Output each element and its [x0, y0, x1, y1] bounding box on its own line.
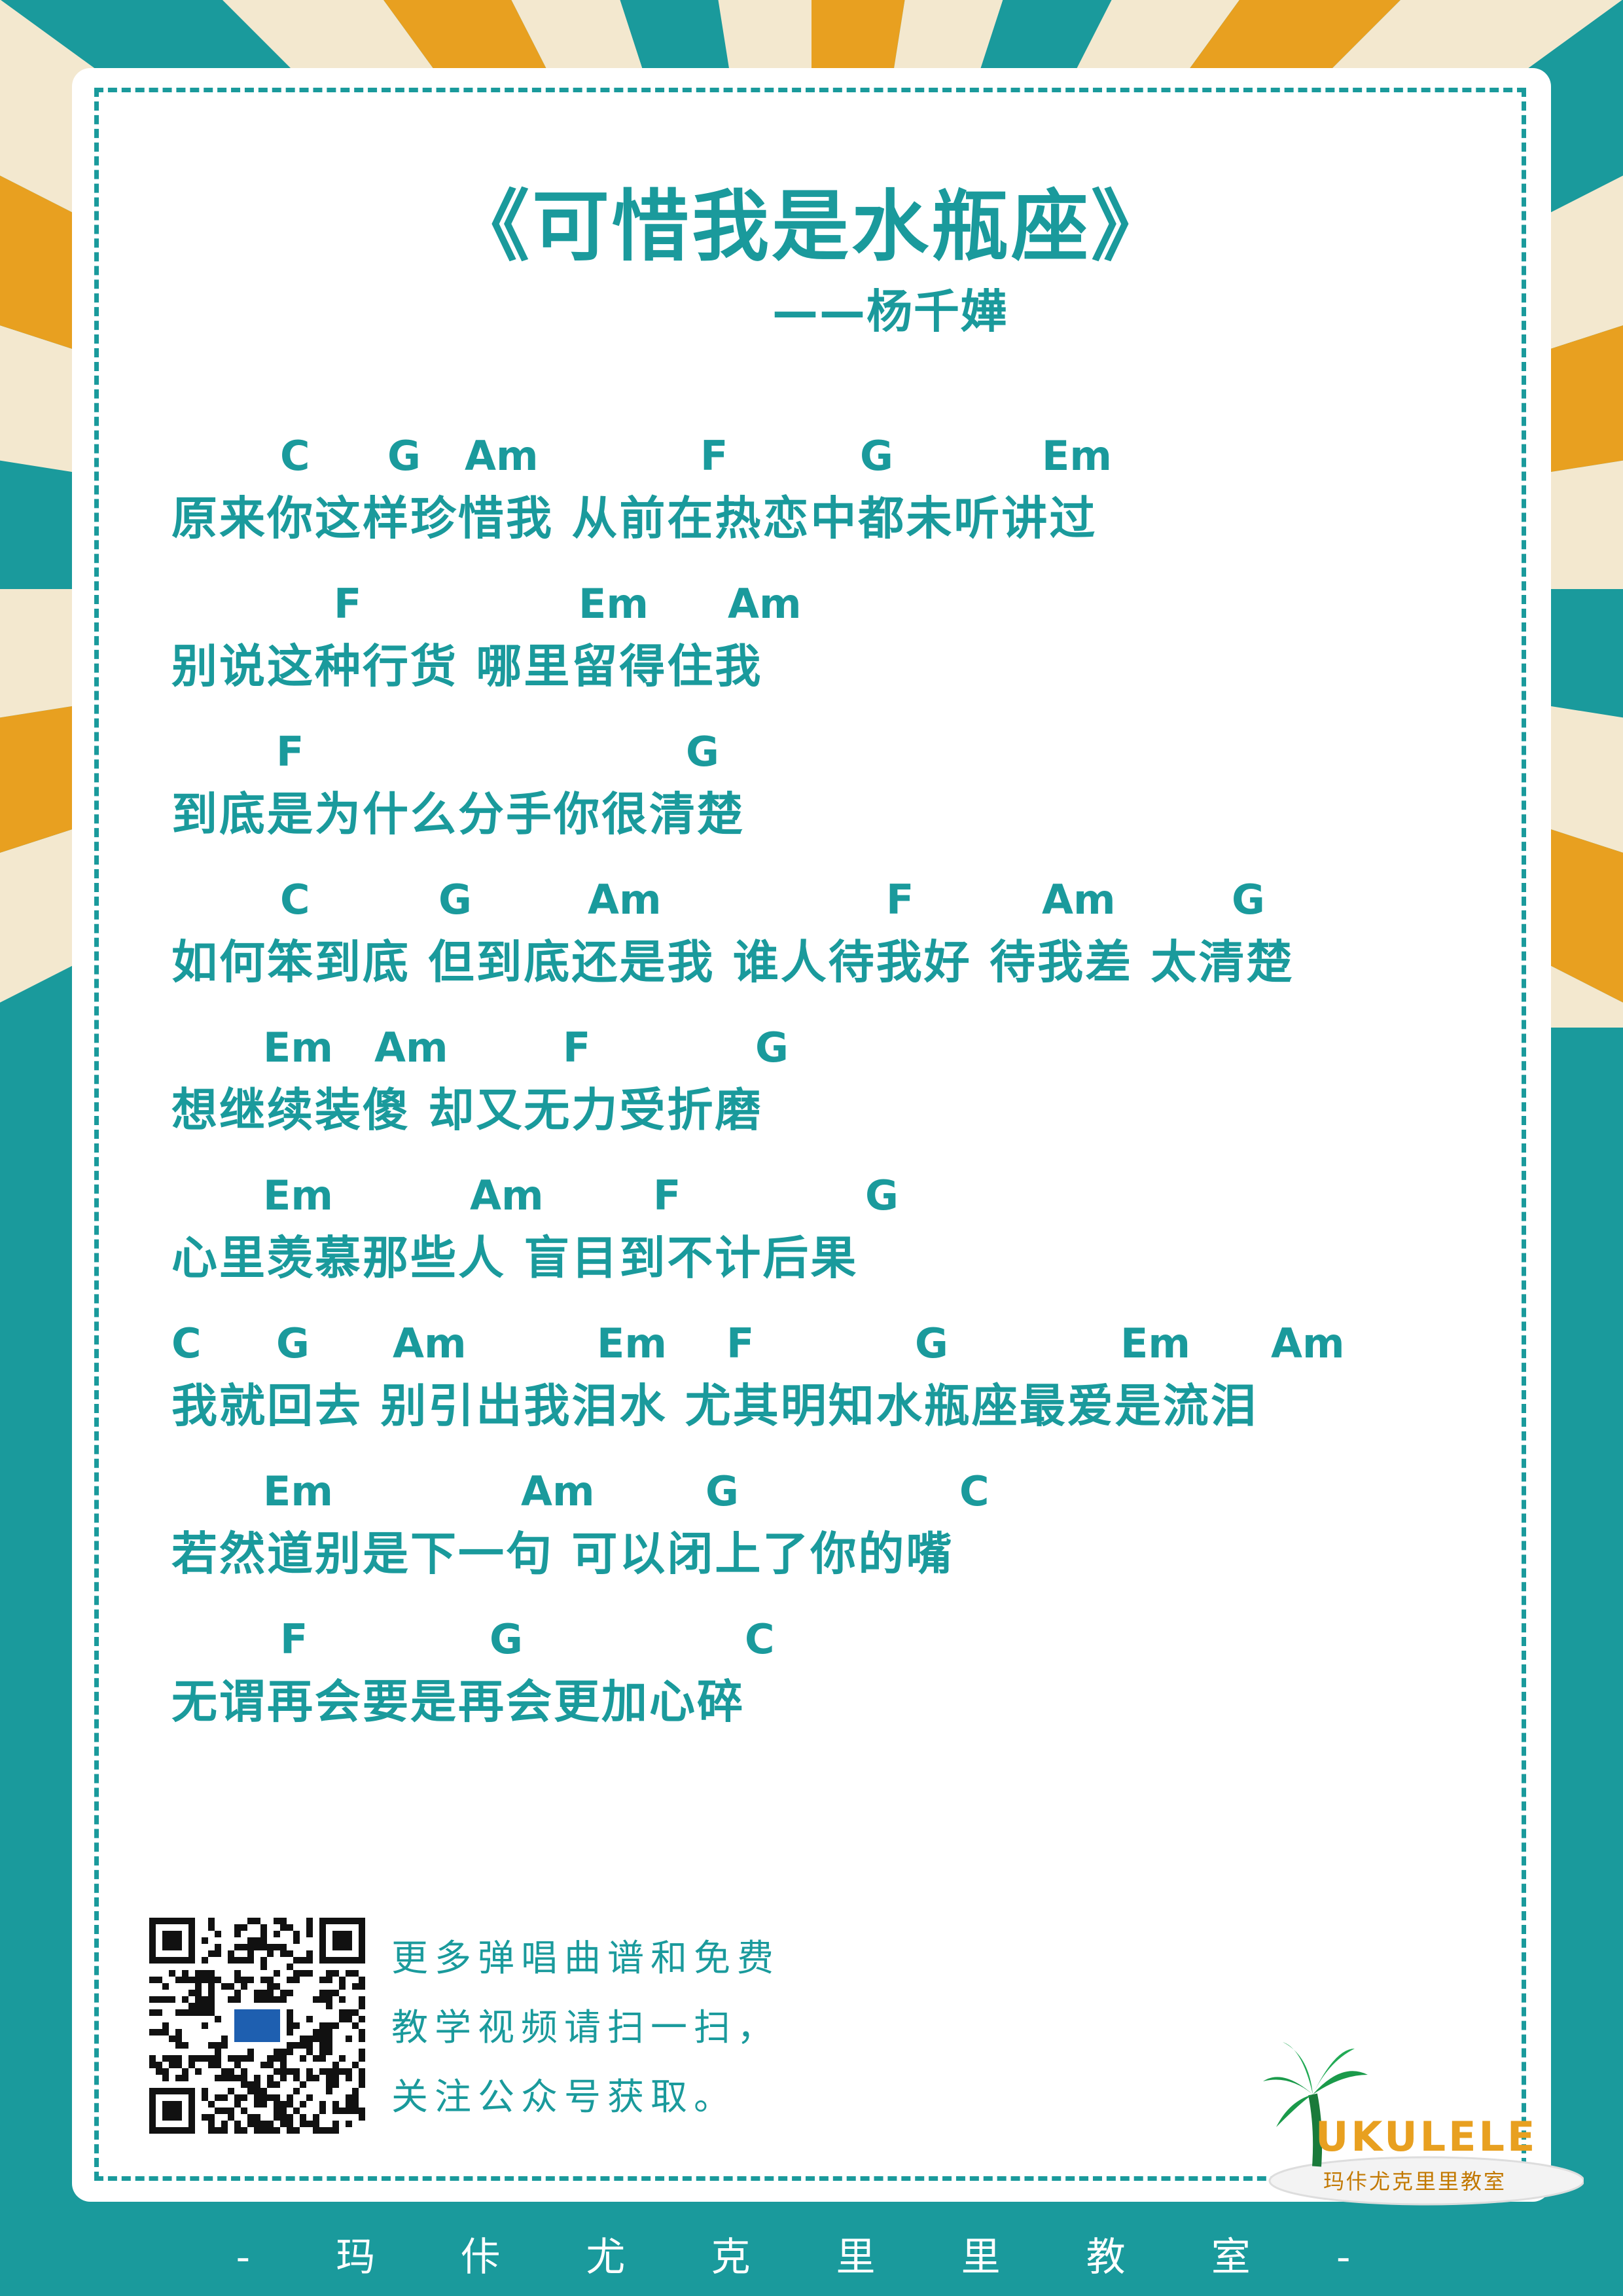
chord-row: F Em Am [171, 580, 1480, 632]
chord-row: Em Am G C [171, 1467, 1480, 1520]
chord-symbol: Em [263, 1024, 333, 1071]
promo-line-1: 更多弹唱曲谱和免费 [391, 1937, 780, 1980]
chord-symbol: F [276, 728, 304, 776]
lyric-text: 我就回去 别引出我泪水 尤其明知水瓶座最爱是流泪 [171, 1379, 1258, 1433]
chord-symbol: F [726, 1319, 755, 1367]
chord-symbol: G [865, 1172, 899, 1219]
content-card [72, 68, 1551, 2202]
logo-subtitle: 玛佧尤克里里教室 [1323, 2169, 1507, 2194]
dashed-frame [94, 88, 1526, 2181]
palm-tree-icon [1263, 2042, 1585, 2206]
chord-row: C G Am F G Em [171, 432, 1480, 484]
song-line: F Em Am 别说这种行货 哪里留得住我 [171, 580, 1480, 728]
chord-symbol: G [705, 1467, 739, 1515]
chord-symbol: Em [1042, 432, 1112, 480]
chord-symbol: Am [374, 1024, 448, 1071]
song-line: Em Am F G 想继续装傻 却又无力受折磨 [171, 1024, 1480, 1172]
song-line: F G 到底是为什么分手你很清楚 [171, 728, 1480, 876]
chord-symbol: Am [588, 876, 662, 924]
chord-symbol: C [280, 432, 310, 480]
chord-symbol: Am [728, 580, 802, 628]
chord-symbol: Em [579, 580, 649, 628]
chord-symbol: Am [393, 1319, 467, 1367]
lyric-text: 想继续装傻 却又无力受折磨 [171, 1083, 763, 1137]
promo-line-2: 教学视频请扫一扫， [391, 2007, 780, 2049]
chord-symbol: Am [465, 432, 539, 480]
song-line: C G Am F Am G 如何笨到底 但到底还是我 谁人待我好 待我差 太清楚 [171, 876, 1480, 1024]
chord-row: C G Am F Am G [171, 876, 1480, 928]
artist-name: ——杨千嬅 [772, 285, 1008, 338]
chord-symbol: Am [1271, 1319, 1345, 1367]
chord-row: Em Am F G [171, 1172, 1480, 1224]
song-line: Em Am F G 心里羡慕那些人 盲目到不计后果 [171, 1172, 1480, 1319]
chord-symbol: C [959, 1467, 990, 1515]
song-line: Em Am G C 若然道别是下一句 可以闭上了你的嘴 [171, 1467, 1480, 1615]
chord-symbol: C [745, 1615, 775, 1663]
lyric-text: 无谓再会要是再会更加心碎 [171, 1675, 745, 1729]
chord-symbol: C [280, 876, 310, 924]
chord-symbol: Em [263, 1172, 333, 1219]
chord-symbol: G [860, 432, 893, 480]
chord-symbol: G [490, 1615, 523, 1663]
chord-symbol: Em [1120, 1319, 1190, 1367]
footer-text: - 玛 佧 尤 克 里 里 教 室 - [236, 2234, 1387, 2280]
chord-symbol: F [653, 1172, 681, 1219]
lyric-text: 如何笨到底 但到底还是我 谁人待我好 待我差 太清楚 [171, 935, 1294, 989]
chord-symbol: Em [263, 1467, 333, 1515]
chord-symbol: G [1232, 876, 1265, 924]
chord-symbol: G [686, 728, 719, 776]
ukulele-logo: UKULELE 玛佧尤克里里教室 [1257, 2036, 1585, 2206]
lyric-text: 心里羡慕那些人 盲目到不计后果 [171, 1231, 859, 1285]
chord-symbol: G [915, 1319, 948, 1367]
promo-line-3: 关注公众号获取。 [391, 2076, 737, 2119]
song-line: C G Am F G Em 原来你这样珍惜我 从前在热恋中都未听讲过 [171, 432, 1480, 580]
chord-symbol: Am [470, 1172, 544, 1219]
chord-symbol: Em [597, 1319, 667, 1367]
chord-symbol: G [438, 876, 472, 924]
chord-symbol: G [276, 1319, 310, 1367]
chord-symbol: F [280, 1615, 308, 1663]
song-line: C G Am Em F G Em Am 我就回去 别引出我泪水 尤其明知水瓶座最爱是流泪 [171, 1319, 1480, 1467]
song-line: F G C 无谓再会要是再会更加心碎 [171, 1615, 1480, 1763]
chord-symbol: G [387, 432, 421, 480]
lyric-text: 到底是为什么分手你很清楚 [171, 787, 745, 841]
chord-symbol: F [563, 1024, 591, 1071]
chord-symbol: F [700, 432, 728, 480]
promo-text: 更多弹唱曲谱和免费 教学视频请扫一扫， 关注公众号获取。 [391, 1924, 780, 2132]
chord-symbol: Am [1042, 876, 1116, 924]
chord-symbol: F [886, 876, 914, 924]
song-body: C G Am F G Em 原来你这样珍惜我 从前在热恋中都未听讲过 F Em Am 别说这种行货 … [171, 432, 1480, 1763]
lyric-text: 原来你这样珍惜我 从前在热恋中都未听讲过 [171, 492, 1097, 545]
lyric-text: 若然道别是下一句 可以闭上了你的嘴 [171, 1527, 954, 1581]
song-title: 《可惜我是水瓶座》 [452, 181, 1171, 272]
chord-symbol: F [334, 580, 362, 628]
chord-symbol: Am [521, 1467, 595, 1515]
qr-code [149, 1918, 365, 2134]
chord-symbol: C [171, 1319, 202, 1367]
chord-row: Em Am F G [171, 1024, 1480, 1076]
lyric-text: 别说这种行货 哪里留得住我 [171, 639, 763, 693]
chord-row: C G Am Em F G Em Am [171, 1319, 1480, 1372]
logo-wordmark: UKULELE [1315, 2113, 1538, 2161]
chord-symbol: G [755, 1024, 789, 1071]
